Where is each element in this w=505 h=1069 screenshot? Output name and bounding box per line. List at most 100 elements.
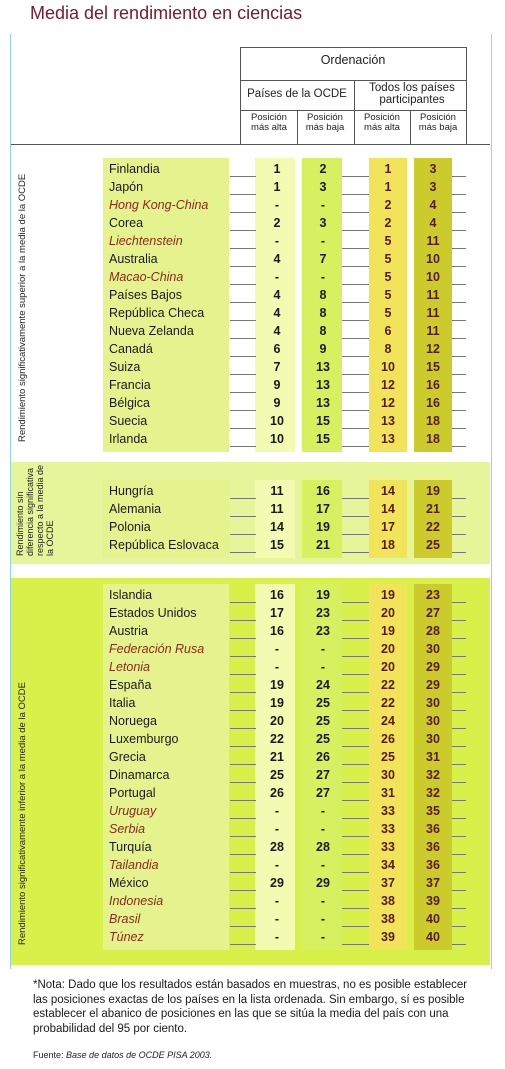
row-guide-line	[230, 320, 256, 321]
oecd-low-rank: 23	[316, 624, 330, 638]
column-bg-oecd-high	[255, 584, 295, 950]
all-low-rank: 31	[426, 750, 440, 764]
all-low-rank: 11	[426, 288, 440, 302]
all-high-rank: 1	[384, 180, 392, 194]
oecd-high-rank: 1	[273, 162, 281, 176]
row-guide-line	[342, 356, 369, 357]
oecd-low-rank: 25	[316, 714, 330, 728]
all-high-rank: 33	[381, 804, 395, 818]
row-guide-line	[230, 194, 256, 195]
column-bg-names	[103, 584, 229, 950]
country-name: Dinamarca	[109, 768, 170, 782]
oecd-low-rank: 13	[316, 378, 330, 392]
oecd-low-rank: 7	[319, 252, 327, 266]
row-guide-line	[452, 836, 466, 837]
all-low-rank: 32	[426, 768, 440, 782]
country-name: Austria	[109, 624, 148, 638]
row-guide-line	[230, 392, 256, 393]
country-name: República Eslovaca	[109, 538, 219, 552]
row-guide-line	[230, 176, 256, 177]
all-low-rank: 11	[426, 324, 440, 338]
oecd-low-rank: 27	[316, 768, 330, 782]
oecd-high-rank: -	[274, 822, 280, 836]
row-guide-line	[230, 302, 256, 303]
row-guide-line	[452, 428, 466, 429]
row-guide-line	[342, 446, 369, 447]
row-guide-line	[230, 836, 256, 837]
row-guide-line	[230, 602, 256, 603]
all-low-rank: 3	[429, 180, 437, 194]
row-guide-line	[452, 890, 466, 891]
row-guide-line	[342, 782, 369, 783]
chart-title: Media del rendimiento en ciencias	[30, 3, 303, 23]
all-high-rank: 19	[381, 588, 395, 602]
row-guide-line	[230, 446, 256, 447]
row-guide-line	[342, 212, 369, 213]
row-guide-line	[230, 728, 256, 729]
oecd-high-rank: 10	[270, 432, 284, 446]
country-name: Japón	[109, 180, 144, 194]
row-guide-line	[452, 176, 466, 177]
row-guide-line	[230, 764, 256, 765]
row-guide-line	[452, 230, 466, 231]
header-vline-left	[240, 47, 241, 144]
all-high-rank: 37	[381, 876, 395, 890]
row-guide-line	[342, 230, 369, 231]
row-guide-line	[452, 674, 466, 675]
oecd-low-rank: 19	[316, 520, 330, 534]
oecd-low-rank: 19	[316, 588, 330, 602]
all-low-rank: 15	[426, 360, 440, 374]
row-guide-line	[452, 498, 466, 499]
oecd-high-rank: 20	[270, 714, 284, 728]
oecd-low-rank: -	[320, 930, 326, 944]
header-all-high: Posición más alta	[364, 112, 400, 133]
row-guide-line	[452, 284, 466, 285]
header-rule-top	[240, 47, 466, 48]
all-high-rank: 5	[384, 306, 392, 320]
row-guide-line	[342, 374, 369, 375]
row-guide-line	[230, 818, 256, 819]
oecd-high-rank: 21	[270, 750, 284, 764]
country-name: Islandia	[109, 588, 153, 602]
column-bg-all-high	[369, 584, 407, 950]
row-guide-line	[342, 764, 369, 765]
oecd-low-rank: 17	[316, 502, 330, 516]
all-high-rank: 14	[381, 502, 395, 516]
all-high-rank: 34	[381, 858, 395, 872]
row-guide-line	[452, 638, 466, 639]
oecd-low-rank: -	[320, 660, 326, 674]
all-low-rank: 16	[426, 378, 440, 392]
country-name: Hungría	[109, 484, 154, 498]
band-above	[11, 144, 490, 456]
row-guide-line	[452, 248, 466, 249]
all-low-rank: 32	[426, 786, 440, 800]
row-guide-line	[452, 374, 466, 375]
oecd-low-rank: 26	[316, 750, 330, 764]
oecd-low-rank: 25	[316, 696, 330, 710]
country-name: Irlanda	[109, 432, 148, 446]
all-high-rank: 38	[381, 912, 395, 926]
all-low-rank: 18	[426, 414, 440, 428]
row-guide-line	[230, 374, 256, 375]
all-high-rank: 13	[381, 414, 395, 428]
oecd-high-rank: -	[274, 642, 280, 656]
country-name: Australia	[109, 252, 158, 266]
all-low-rank: 28	[426, 624, 440, 638]
column-bg-oecd-low	[302, 158, 342, 452]
header-oecd-group: Países de la OCDE	[247, 88, 347, 100]
table-frame	[10, 34, 492, 969]
oecd-low-rank: -	[320, 894, 326, 908]
row-guide-line	[342, 800, 369, 801]
country-name: Suecia	[109, 414, 148, 428]
oecd-low-rank: 8	[319, 324, 327, 338]
all-high-rank: 38	[381, 894, 395, 908]
row-guide-line	[230, 356, 256, 357]
band-label-below: Rendimiento significativamente inferior …	[17, 682, 28, 945]
country-name: Liechtenstein	[109, 234, 183, 248]
row-guide-line	[452, 872, 466, 873]
all-low-rank: 39	[426, 894, 440, 908]
row-guide-line	[452, 764, 466, 765]
row-guide-line	[342, 194, 369, 195]
row-guide-line	[452, 944, 466, 945]
oecd-high-rank: 10	[270, 414, 284, 428]
